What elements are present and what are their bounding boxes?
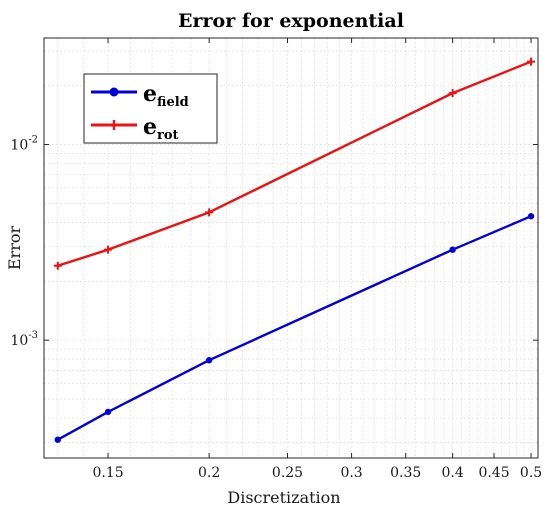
y-tick-label-exponent: -3 bbox=[28, 330, 38, 341]
x-axis-label: Discretization bbox=[227, 488, 340, 507]
ticks: 0.15 0.2 0.25 0.3 0.35 0.4 0.45 0.510-310-2 bbox=[10, 38, 542, 481]
legend-entry-field: efield bbox=[91, 81, 189, 110]
legend-label-rot-sub: rot bbox=[157, 128, 179, 143]
data-point-rot bbox=[104, 245, 113, 254]
y-tick-label-exponent: -2 bbox=[28, 134, 38, 145]
data-point-field bbox=[104, 408, 112, 416]
plot-frame bbox=[43, 37, 539, 459]
data-point-rot bbox=[527, 57, 536, 66]
legend-marker-field bbox=[109, 87, 119, 97]
data-point-rot bbox=[205, 208, 214, 217]
x-tick-label: 0.2 bbox=[198, 465, 220, 481]
legend-label-field: efield bbox=[143, 81, 189, 110]
series-rot bbox=[53, 57, 536, 270]
x-tick-label: 0.25 bbox=[272, 465, 303, 481]
legend-entry-rot: erot bbox=[91, 114, 179, 143]
data-point-field bbox=[205, 357, 213, 364]
legend-label-rot: erot bbox=[143, 114, 179, 143]
x-tick-label: 0.15 bbox=[92, 465, 123, 481]
data-point-field bbox=[527, 213, 535, 220]
legend-label-field-sub: field bbox=[157, 95, 189, 110]
series-field bbox=[54, 213, 535, 443]
y-tick-label-base: 10 bbox=[10, 137, 28, 153]
legend-box bbox=[83, 73, 218, 144]
y-tick-label: 10-2 bbox=[10, 134, 38, 153]
legend-label-field-main: e bbox=[143, 81, 157, 107]
legend-marker-rot bbox=[109, 120, 119, 130]
x-tick-label: 0.35 bbox=[390, 465, 421, 481]
data-point-field bbox=[54, 436, 61, 443]
x-tick-label: 0.5 bbox=[520, 465, 542, 481]
data-point-field bbox=[449, 246, 456, 253]
legend: efield erot bbox=[83, 73, 218, 144]
data-point-rot bbox=[448, 89, 457, 98]
y-tick-label: 10-3 bbox=[10, 330, 38, 349]
series-layer bbox=[53, 57, 536, 443]
chart-title: Error for exponential bbox=[178, 10, 404, 32]
data-point-rot bbox=[53, 261, 62, 270]
y-axis-label: Error bbox=[5, 226, 24, 271]
x-tick-label: 0.4 bbox=[442, 465, 464, 481]
x-tick-label: 0.45 bbox=[478, 465, 509, 481]
x-tick-label: 0.3 bbox=[340, 465, 362, 481]
y-tick-label-base: 10 bbox=[10, 333, 28, 349]
legend-label-rot-main: e bbox=[143, 114, 157, 140]
